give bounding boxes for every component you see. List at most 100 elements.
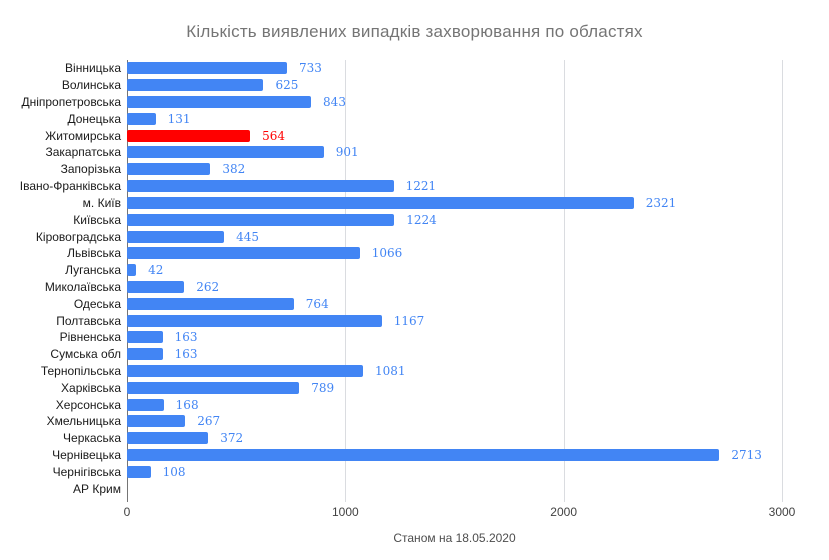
category-label: Запорізька [60,162,121,177]
bar-track: 733 [127,60,782,77]
bar [127,264,137,277]
value-label: 625 [275,78,299,93]
category-label: Рівненська [59,330,121,345]
bar-row: Львівська 1066 [0,245,782,262]
bar-track: 843 [127,94,782,111]
value-label: 764 [305,296,329,311]
value-label: 163 [174,347,198,362]
category-label: Полтавська [56,313,121,328]
gridline [782,60,783,502]
bar-track: 764 [127,295,782,312]
bar-track: 267 [127,413,782,430]
category-label: Миколаївська [44,279,121,294]
bar-row: Чернівецька 2713 [0,447,782,464]
category-label: Донецька [67,111,121,126]
bar [127,180,394,193]
value-label: 789 [311,380,335,395]
bar-track: 372 [127,430,782,447]
bar-row: м. Київ 2321 [0,195,782,212]
bar-row: Донецька 131 [0,110,782,127]
bar [127,280,185,293]
bar-row: Запорізька 382 [0,161,782,178]
bar-row: Херсонська 168 [0,396,782,413]
bar-track: 625 [127,77,782,94]
bar [127,196,634,209]
bar [127,398,164,411]
bar [127,62,288,75]
bar-track: 2321 [127,195,782,212]
bar [127,96,312,109]
bar [127,297,294,310]
value-label: 1066 [371,246,403,261]
bar-track: 1221 [127,178,782,195]
gridline [563,60,565,502]
category-label: Чернівецька [52,448,121,463]
bar-row: Волинська 625 [0,77,782,94]
category-label: Хмельницька [46,414,121,429]
category-label: Закарпатська [45,145,122,160]
bar-track: 262 [127,279,782,296]
bar-track: 382 [127,161,782,178]
bar-track: 901 [127,144,782,161]
category-label: Дніпропетровська [21,95,121,110]
category-label: Львівська [67,246,121,261]
x-tick-label: 2000 [550,505,578,519]
value-label: 2321 [645,195,677,210]
bar [127,449,720,462]
bar [127,112,156,125]
category-label: Житомирська [45,128,121,143]
value-label: 42 [148,263,164,278]
category-label: АР Крим [73,481,121,496]
category-label: Кіровоградська [35,229,121,244]
value-label: 267 [197,414,221,429]
bar [127,432,209,445]
bar [127,331,163,344]
bar-row: Полтавська 1167 [0,312,782,329]
x-tick-label: 1000 [331,505,359,519]
bar-track: 163 [127,329,782,346]
value-label: 1221 [405,179,437,194]
bar-track [127,480,782,497]
x-axis: 0 1000 2000 3000 [124,505,796,521]
category-label: Тернопільська [40,364,121,379]
bar [127,230,225,243]
value-label: 1167 [393,313,425,328]
bar-track: 1224 [127,211,782,228]
bar-track: 168 [127,396,782,413]
bar-track: 564 [127,127,782,144]
category-label: Волинська [61,78,121,93]
bar-row: Дніпропетровська 843 [0,94,782,111]
bar [127,213,395,226]
value-label: 163 [174,330,198,345]
bar [127,381,300,394]
bar-track: 445 [127,228,782,245]
bar-track: 1167 [127,312,782,329]
category-label: Черкаська [63,431,121,446]
category-label: Харківська [61,380,121,395]
value-label: 2713 [731,448,762,463]
category-label: Сумська обл [50,347,121,362]
value-label: 1081 [375,364,406,379]
bar-track: 1066 [127,245,782,262]
bar-row: АР Крим [0,480,782,497]
bar-row: Тернопільська 1081 [0,363,782,380]
bar-row: Миколаївська 262 [0,279,782,296]
chart-footer: Станом на 18.05.2020 [393,531,516,545]
category-label: Херсонська [55,397,121,412]
bar-rows: Вінницька 733 Волинська 625 Дніпропетровська… [0,60,782,497]
bar [127,415,186,428]
category-label: Вінницька [65,61,121,76]
category-label: Луганська [65,263,121,278]
x-tick-label: 3000 [768,505,796,519]
bar [127,314,382,327]
value-label: 901 [335,145,359,160]
bar-row: Харківська 789 [0,379,782,396]
bar-row: Чернігівська 108 [0,464,782,481]
bar-row: Київська 1224 [0,211,782,228]
bar [127,79,264,92]
bar-row: Сумська обл 163 [0,346,782,363]
bar [127,146,324,159]
value-label: 382 [222,162,246,177]
category-label: м. Київ [82,195,121,210]
